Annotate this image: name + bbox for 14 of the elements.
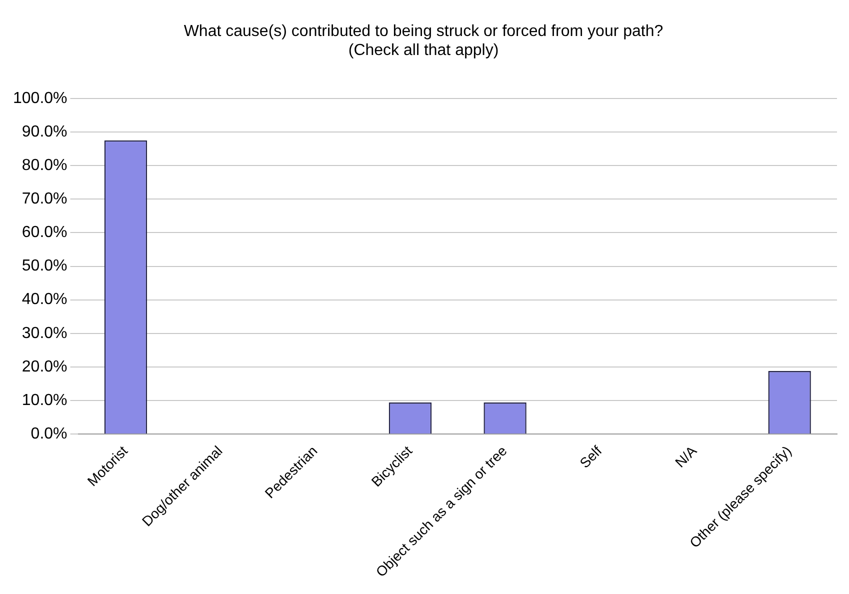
y-tick-label: 100.0% xyxy=(13,90,68,107)
y-tick-label: 40.0% xyxy=(22,291,68,308)
y-tick-label: 50.0% xyxy=(22,258,68,275)
y-tick-label: 60.0% xyxy=(22,224,68,242)
y-tick-label: 30.0% xyxy=(22,324,68,342)
y-tick-label: 70.0% xyxy=(22,190,68,208)
chart-title: What cause(s) contributed to being struck or forced from your path? (Check all that apply) xyxy=(184,23,664,60)
y-tick-label: 0.0% xyxy=(30,426,68,443)
y-tick-label: 20.0% xyxy=(22,358,68,376)
y-tick-label: 10.0% xyxy=(22,392,68,409)
x-tick-label: N/A xyxy=(672,442,700,470)
x-tick-label: Self xyxy=(576,442,605,471)
y-tick-label: 90.0% xyxy=(22,123,68,140)
y-tick-label: 80.0% xyxy=(22,156,68,174)
